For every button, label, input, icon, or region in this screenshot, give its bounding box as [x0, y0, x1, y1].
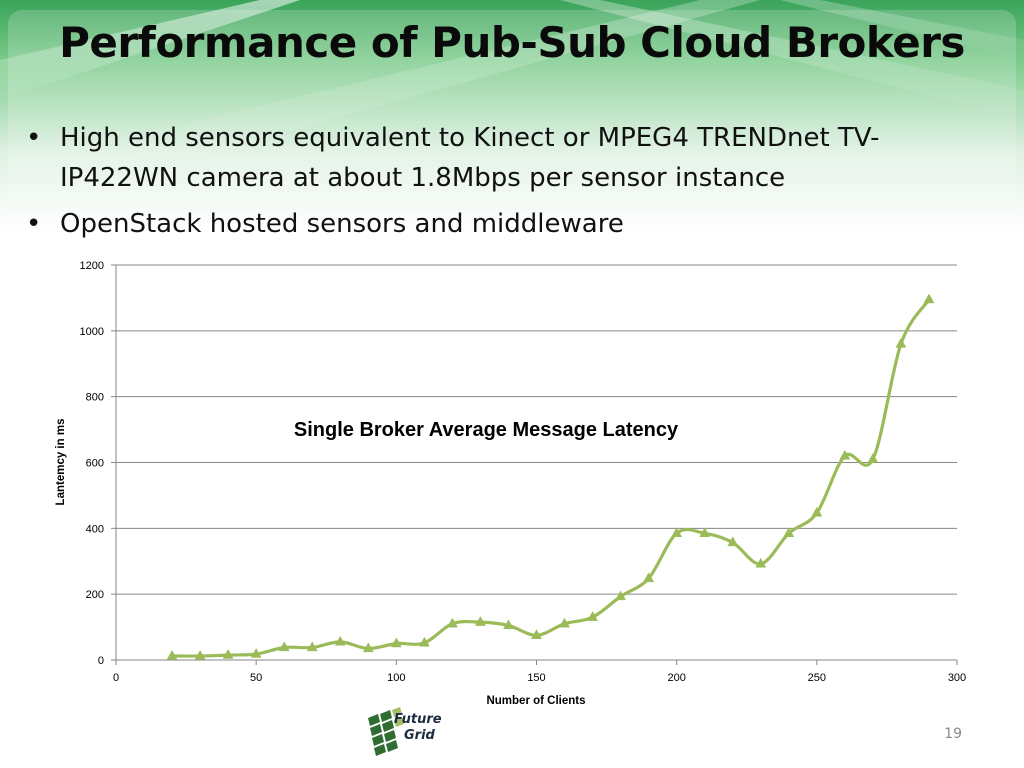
y-tick-label: 400 [86, 523, 104, 535]
y-tick-label: 1200 [80, 260, 104, 272]
data-point [615, 590, 627, 601]
bullet-dot: • [26, 209, 42, 239]
data-point [699, 527, 711, 537]
data-point [671, 527, 683, 537]
logo-line2: Grid [404, 728, 436, 743]
data-point [895, 337, 907, 348]
data-markers [166, 293, 935, 660]
bullet-list: • High end sensors equivalent to Kinect o… [26, 118, 986, 250]
y-tick-label: 200 [86, 589, 104, 601]
bullet-text: High end sensors equivalent to Kinect or… [60, 123, 880, 193]
data-point [531, 629, 542, 639]
data-point [306, 641, 318, 652]
data-point [334, 635, 346, 646]
data-point [362, 642, 374, 653]
logo-line1: Future [394, 712, 442, 727]
data-point [867, 453, 879, 463]
chart-title: Single Broker Average Message Latency [294, 419, 679, 441]
x-tick-label: 300 [948, 672, 966, 684]
data-point [839, 449, 851, 460]
tick-labels: 0 200 400 600 800 1000 1200 0 50 100 150 200 250 300 [80, 260, 967, 684]
bullet-item: • OpenStack hosted sensors and middleware [26, 204, 986, 244]
futuregrid-logo-mark: Future Grid [368, 707, 442, 756]
data-point [503, 619, 514, 630]
x-tick-label: 100 [387, 672, 405, 684]
y-axis-label: Lantemcy in ms [55, 419, 67, 506]
bullet-text: OpenStack hosted sensors and middleware [60, 209, 624, 239]
slide-title: Performance of Pub-Sub Cloud Brokers [59, 18, 965, 67]
axes [111, 264, 958, 665]
x-axis-label: Number of Clients [486, 695, 585, 707]
y-tick-label: 0 [98, 655, 104, 667]
x-tick-label: 250 [808, 672, 826, 684]
x-tick-label: 50 [250, 672, 262, 684]
data-point [783, 527, 795, 537]
data-point [811, 506, 823, 517]
series-line [172, 298, 931, 658]
data-point [643, 572, 655, 583]
data-point [587, 611, 598, 621]
data-point [278, 641, 290, 652]
grid-lines [116, 264, 957, 595]
x-tick-label: 200 [667, 672, 685, 684]
x-tick-label: 150 [527, 672, 545, 684]
bullet-item: • High end sensors equivalent to Kinect o… [26, 118, 986, 198]
y-tick-label: 800 [86, 392, 104, 404]
bullet-dot: • [26, 123, 42, 153]
data-point [194, 649, 206, 660]
data-point [390, 637, 402, 648]
y-tick-label: 600 [86, 458, 104, 470]
page-number: 19 [944, 726, 962, 742]
futuregrid-logo: Future Grid [364, 706, 454, 766]
data-point [250, 647, 262, 658]
data-point [923, 293, 935, 304]
y-tick-label: 1000 [80, 326, 104, 338]
data-point [559, 617, 570, 628]
data-point [755, 557, 767, 568]
data-point [166, 649, 178, 660]
data-point [446, 617, 458, 628]
data-point [475, 616, 486, 626]
data-point [418, 636, 430, 647]
x-tick-label: 0 [113, 672, 119, 684]
data-point [727, 536, 739, 547]
data-point [222, 648, 234, 659]
